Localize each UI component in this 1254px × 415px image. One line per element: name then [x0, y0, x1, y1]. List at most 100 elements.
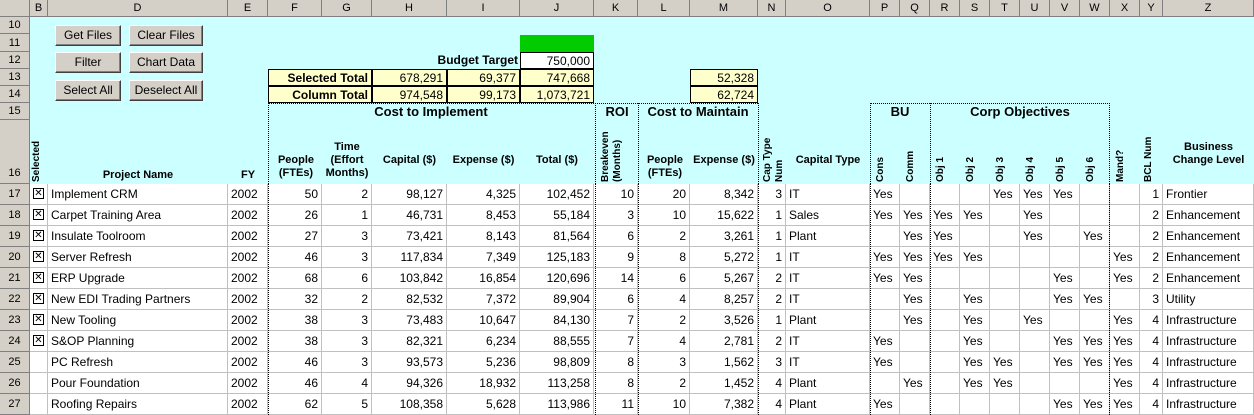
cell-bcl[interactable]: Infrastructure	[1163, 394, 1254, 415]
column-header-u[interactable]: U	[1020, 0, 1050, 17]
cell-total[interactable]: 113,258	[520, 373, 594, 394]
cell-cons[interactable]: Yes	[870, 352, 900, 373]
cell-capital[interactable]: 82,321	[372, 331, 447, 352]
cell-o1[interactable]	[930, 331, 960, 352]
cell-bcln[interactable]: 4	[1140, 373, 1163, 394]
cell-time[interactable]: 1	[322, 205, 372, 226]
cell-cons[interactable]: Yes	[870, 331, 900, 352]
cell-people[interactable]: 68	[268, 268, 322, 289]
cell-bcln[interactable]: 2	[1140, 247, 1163, 268]
cell-time[interactable]: 5	[322, 394, 372, 415]
cell-o3[interactable]	[990, 289, 1020, 310]
cell-o6[interactable]: Yes	[1080, 331, 1110, 352]
cell-expense[interactable]: 18,932	[447, 373, 520, 394]
cell-capital[interactable]: 93,573	[372, 352, 447, 373]
row-header-24[interactable]: 24	[0, 331, 30, 352]
cell-o4[interactable]	[1020, 268, 1050, 289]
row-header-14[interactable]: 14	[0, 86, 30, 103]
cell-time[interactable]: 3	[322, 226, 372, 247]
cell-cons[interactable]: Yes	[870, 394, 900, 415]
selected-cell[interactable]: ✕	[30, 331, 48, 352]
cell-fy[interactable]: 2002	[228, 331, 268, 352]
get-files-button[interactable]: Get Files	[55, 25, 121, 46]
select-checkbox[interactable]: ✕	[33, 251, 44, 262]
cell-bcl[interactable]: Frontier	[1163, 184, 1254, 205]
cell-capital[interactable]: 73,483	[372, 310, 447, 331]
cell-people[interactable]: 38	[268, 331, 322, 352]
cell-o3[interactable]	[990, 247, 1020, 268]
row-header-11[interactable]: 11	[0, 34, 30, 52]
cell-ct[interactable]: Sales	[786, 205, 870, 226]
cell-o6[interactable]: Yes	[1080, 352, 1110, 373]
cell-o3[interactable]: Yes	[990, 373, 1020, 394]
cell-fy[interactable]: 2002	[228, 373, 268, 394]
clear-files-button[interactable]: Clear Files	[129, 25, 203, 46]
cell-ctn[interactable]: 1	[758, 205, 786, 226]
cell-ct[interactable]: Plant	[786, 394, 870, 415]
cell-ctn[interactable]: 2	[758, 289, 786, 310]
cell-o1[interactable]: Yes	[930, 247, 960, 268]
cell-mand[interactable]	[1110, 289, 1140, 310]
cell-people[interactable]: 46	[268, 373, 322, 394]
cell-mp[interactable]: 2	[638, 373, 690, 394]
select-checkbox[interactable]: ✕	[33, 314, 44, 325]
cell-fy[interactable]: 2002	[228, 247, 268, 268]
cell-bcln[interactable]: 2	[1140, 205, 1163, 226]
cell-cons[interactable]: Yes	[870, 247, 900, 268]
cell-o2[interactable]	[960, 226, 990, 247]
cell-ct[interactable]: Plant	[786, 310, 870, 331]
cell-mand[interactable]: Yes	[1110, 352, 1140, 373]
cell-bcln[interactable]: 3	[1140, 289, 1163, 310]
cell-me[interactable]: 1,562	[690, 352, 758, 373]
cell-o1[interactable]: Yes	[930, 205, 960, 226]
column-header-m[interactable]: M	[690, 0, 758, 17]
cell-mp[interactable]: 2	[638, 226, 690, 247]
selected-cell[interactable]: ✕	[30, 205, 48, 226]
cell-expense[interactable]: 16,854	[447, 268, 520, 289]
cell-name[interactable]: S&OP Planning	[48, 331, 228, 352]
cell-o3[interactable]	[990, 331, 1020, 352]
cell-fy[interactable]: 2002	[228, 394, 268, 415]
column-header-b[interactable]: B	[30, 0, 48, 17]
cell-be[interactable]: 11	[594, 394, 638, 415]
column-header-p[interactable]: P	[870, 0, 900, 17]
select-all-button[interactable]: Select All	[55, 80, 121, 101]
cell-o4[interactable]	[1020, 331, 1050, 352]
cell-capital[interactable]: 117,834	[372, 247, 447, 268]
cell-o5[interactable]	[1050, 205, 1080, 226]
cell-bcln[interactable]: 4	[1140, 352, 1163, 373]
cell-bcl[interactable]: Infrastructure	[1163, 310, 1254, 331]
select-checkbox[interactable]: ✕	[33, 209, 44, 220]
cell-mp[interactable]: 10	[638, 394, 690, 415]
cell-o5[interactable]: Yes	[1050, 352, 1080, 373]
cell-expense[interactable]: 5,236	[447, 352, 520, 373]
cell-capital[interactable]: 82,532	[372, 289, 447, 310]
cell-bcln[interactable]: 4	[1140, 331, 1163, 352]
cell-o2[interactable]	[960, 394, 990, 415]
cell-time[interactable]: 4	[322, 373, 372, 394]
cell-o5[interactable]: Yes	[1050, 394, 1080, 415]
column-header-w[interactable]: W	[1080, 0, 1110, 17]
cell-expense[interactable]: 7,372	[447, 289, 520, 310]
cell-people[interactable]: 46	[268, 247, 322, 268]
cell-o3[interactable]	[990, 226, 1020, 247]
cell-o4[interactable]: Yes	[1020, 310, 1050, 331]
cell-o6[interactable]: Yes	[1080, 289, 1110, 310]
cell-me[interactable]: 5,267	[690, 268, 758, 289]
cell-time[interactable]: 2	[322, 184, 372, 205]
cell-expense[interactable]: 5,628	[447, 394, 520, 415]
cell-o5[interactable]: Yes	[1050, 184, 1080, 205]
selected-cell[interactable]	[30, 352, 48, 373]
row-header-18[interactable]: 18	[0, 205, 30, 226]
cell-o4[interactable]: Yes	[1020, 226, 1050, 247]
column-header-f[interactable]: F	[268, 0, 322, 17]
cell-o1[interactable]	[930, 184, 960, 205]
cell-ct[interactable]: IT	[786, 331, 870, 352]
cell-bcl[interactable]: Enhancement	[1163, 247, 1254, 268]
cell-ctn[interactable]: 2	[758, 331, 786, 352]
cell-mp[interactable]: 2	[638, 310, 690, 331]
column-header-x[interactable]: X	[1110, 0, 1140, 17]
cell-capital[interactable]: 73,421	[372, 226, 447, 247]
cell-o1[interactable]: Yes	[930, 226, 960, 247]
column-header-v[interactable]: V	[1050, 0, 1080, 17]
